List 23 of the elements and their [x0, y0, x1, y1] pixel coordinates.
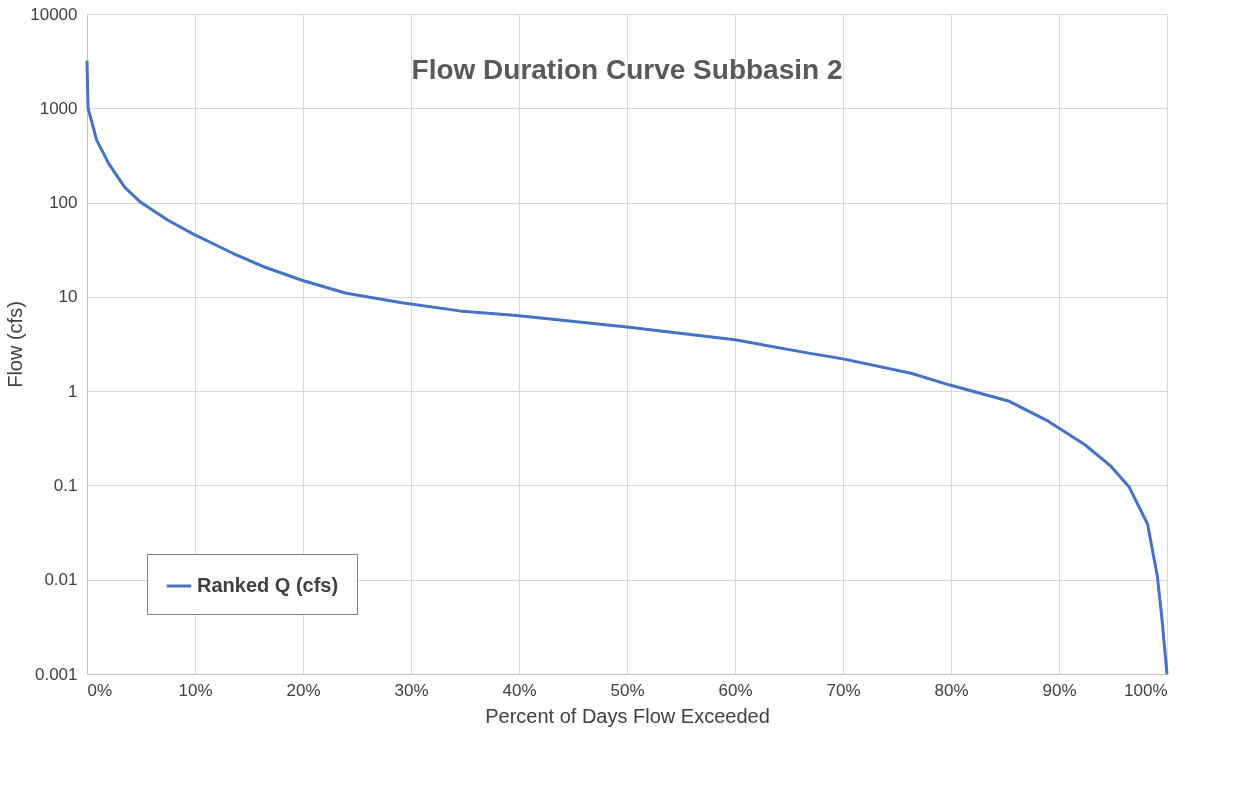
- x-tick-label: 60%: [718, 680, 753, 700]
- x-tick-label: 40%: [502, 680, 537, 700]
- y-tick-label: 1000: [39, 98, 78, 118]
- text: Flow Duration Curve Subbasin 2: [411, 54, 843, 85]
- y-tick-label: 0.01: [44, 570, 78, 590]
- x-tick-label: 0%: [87, 680, 113, 700]
- y-tick-label: 0.1: [53, 475, 78, 495]
- x-tick-label: 30%: [394, 680, 429, 700]
- y-tick-label: 10: [58, 287, 78, 307]
- x-tick-label: 70%: [826, 680, 861, 700]
- x-tick-label: 10%: [178, 680, 213, 700]
- x-axis-title: Percent of Days Flow Exceeded: [485, 704, 770, 727]
- y-tick-label: 0.001: [34, 664, 78, 684]
- x-tick-label: 50%: [610, 680, 645, 700]
- x-tick-label: 90%: [1042, 680, 1077, 700]
- y-tick-label: 100: [49, 193, 78, 213]
- x-tick-label: 20%: [286, 680, 321, 700]
- x-tick-label: 80%: [934, 680, 969, 700]
- y-tick-label: 1: [68, 381, 78, 401]
- legend-label: Ranked Q (cfs): [197, 574, 339, 596]
- x-tick-label: 100%: [1124, 680, 1168, 700]
- y-axis-title: Flow (cfs): [4, 301, 27, 388]
- y-tick-label: 10000: [30, 4, 78, 24]
